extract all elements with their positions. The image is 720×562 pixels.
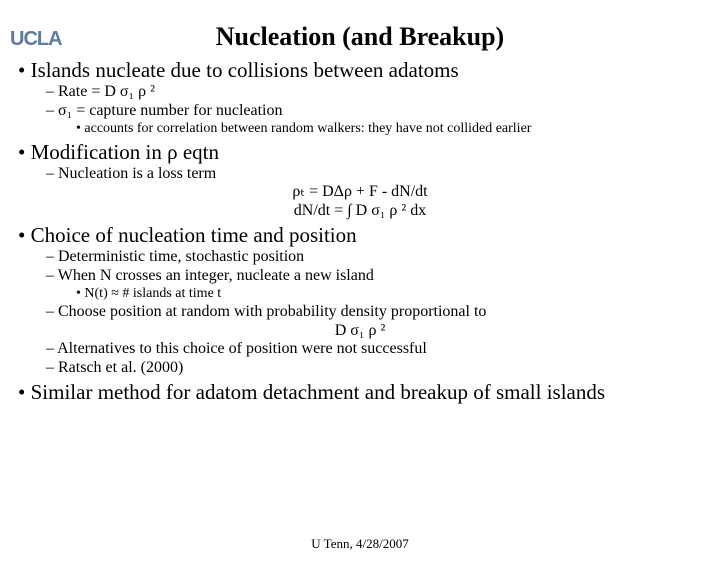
bullet-1-sub-2: σ₁ = capture number for nucleation accou… xyxy=(46,102,702,138)
ucla-logo: UCLA xyxy=(10,28,62,51)
bullet-4-text: Similar method for adatom detachment and… xyxy=(31,380,605,404)
bullet-3-sub-4: Alternatives to this choice of position … xyxy=(46,340,702,359)
bullet-3: Choice of nucleation time and position D… xyxy=(18,223,702,378)
bullet-3-sub-2a: N(t) ≈ # islands at time t xyxy=(76,286,702,303)
equation-dndt: dN/dt = ∫ D σ₁ ρ ² dx xyxy=(18,202,702,221)
slide-body: Islands nucleate due to collisions betwe… xyxy=(0,58,720,405)
bullet-3-sub-2-text: When N crosses an integer, nucleate a ne… xyxy=(58,267,374,284)
slide-title: Nucleation (and Breakup) xyxy=(0,22,720,52)
bullet-3-sub-2: When N crosses an integer, nucleate a ne… xyxy=(46,267,702,303)
bullet-4: Similar method for adatom detachment and… xyxy=(18,380,702,405)
bullet-1-sub-2-text: σ₁ = capture number for nucleation xyxy=(58,102,282,119)
bullet-2-text: Modification in ρ eqtn xyxy=(31,140,219,164)
bullet-3-text: Choice of nucleation time and position xyxy=(31,223,357,247)
bullet-3-sub-5: Ratsch et al. (2000) xyxy=(46,359,702,378)
bullet-1-sub-1: Rate = D σ₁ ρ ² xyxy=(46,83,702,102)
bullet-3-sub-1: Deterministic time, stochastic position xyxy=(46,248,702,267)
bullet-3-sub-3: Choose position at random with probabili… xyxy=(46,303,702,322)
bullet-1: Islands nucleate due to collisions betwe… xyxy=(18,58,702,138)
bullet-1-sub-2a: accounts for correlation between random … xyxy=(76,121,702,138)
bullet-2: Modification in ρ eqtn Nucleation is a l… xyxy=(18,140,702,222)
equation-density: D σ₁ ρ ² xyxy=(18,322,702,341)
bullet-2-sub-1: Nucleation is a loss term xyxy=(46,165,702,184)
equation-rho-t: ρₜ = DΔρ + F - dN/dt xyxy=(18,183,702,202)
bullet-1-text: Islands nucleate due to collisions betwe… xyxy=(31,58,459,82)
slide-footer: U Tenn, 4/28/2007 xyxy=(0,536,720,552)
